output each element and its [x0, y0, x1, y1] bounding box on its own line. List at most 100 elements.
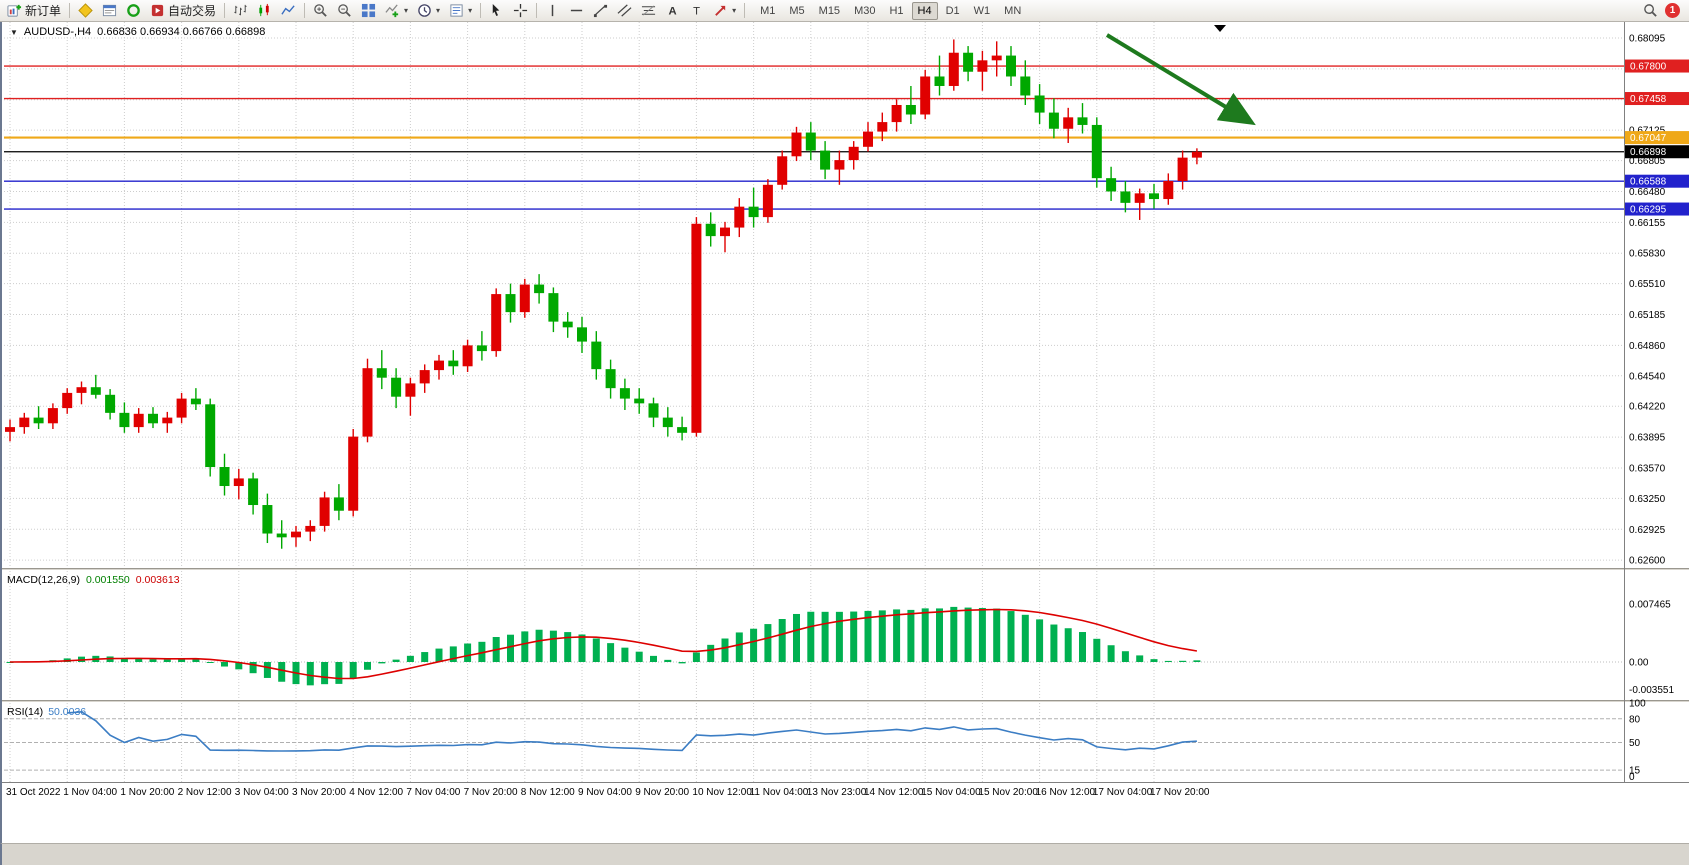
zoom-out-button[interactable]	[333, 1, 356, 21]
time-axis-label: 8 Nov 12:00	[521, 787, 575, 798]
panel-splitter[interactable]	[2, 568, 1689, 571]
price-axis-label: 0.62925	[1629, 525, 1666, 536]
macd-histogram-bar	[478, 641, 486, 662]
time-axis-label: 13 Nov 23:00	[807, 787, 867, 798]
tile-windows-icon	[361, 3, 376, 18]
timeframe-m1-button[interactable]: M1	[754, 2, 781, 20]
macd-histogram-bar	[249, 662, 257, 674]
zoom-in-button[interactable]	[309, 1, 332, 21]
crosshair-icon	[514, 3, 528, 18]
line-chart-button[interactable]	[277, 1, 300, 21]
timeframe-m15-button[interactable]: M15	[813, 2, 846, 20]
text-tool-button[interactable]: A	[661, 1, 684, 21]
trend-arrow-annotation[interactable]	[1105, 33, 1256, 126]
label-icon: T	[693, 5, 700, 17]
search-button[interactable]	[1639, 1, 1662, 21]
macd-histogram-bar	[835, 611, 843, 662]
macd-histogram-bar	[735, 632, 743, 662]
price-axis[interactable]: 0.680950.677700.671250.668050.664800.661…	[1624, 22, 1689, 783]
candlesticks[interactable]	[5, 39, 1202, 549]
macd-histogram-bar	[678, 662, 686, 664]
timeframe-mn-button[interactable]: MN	[998, 2, 1027, 20]
status-bar	[0, 843, 1689, 865]
macd-histogram-bar	[807, 611, 815, 662]
chart-shift-marker[interactable]	[1214, 25, 1226, 32]
new-order-button[interactable]: 新订单	[3, 1, 65, 21]
annotations[interactable]	[1105, 25, 1256, 126]
rsi-axis-label: 15	[1629, 766, 1641, 777]
rsi-line	[67, 710, 1197, 752]
channel-icon	[617, 4, 632, 17]
templates-button[interactable]: ▾	[445, 1, 476, 21]
terminal-button[interactable]	[98, 1, 121, 21]
macd-signal-line	[9, 608, 1198, 680]
macd-histogram-bar	[221, 662, 228, 667]
notification-badge[interactable]: 1	[1665, 3, 1680, 18]
price-axis-label: 0.65830	[1629, 249, 1666, 260]
price-axis-label: 0.68095	[1629, 34, 1666, 45]
bar-chart-button[interactable]	[229, 1, 252, 21]
fibonacci-tool-button[interactable]	[637, 1, 660, 21]
timeframe-m30-button[interactable]: M30	[848, 2, 881, 20]
macd-axis-label: 0.00	[1629, 658, 1649, 669]
candlestick-chart-button[interactable]	[253, 1, 276, 21]
time-axis-label: 7 Nov 04:00	[406, 787, 460, 798]
chart-canvas[interactable]: 0.680950.677700.671250.668050.664800.661…	[2, 22, 1689, 843]
trendline-tool-button[interactable]	[589, 1, 612, 21]
panel-splitters[interactable]	[2, 568, 1689, 703]
macd-histogram-bar	[793, 613, 800, 662]
label-tool-button[interactable]: T	[685, 1, 708, 21]
timeframe-h4-button[interactable]: H4	[911, 1, 938, 20]
time-axis-label: 2 Nov 12:00	[178, 787, 232, 798]
strategy-tester-icon	[127, 4, 140, 17]
macd-histogram-bar	[1036, 619, 1044, 662]
periods-button[interactable]: ▾	[413, 1, 444, 21]
macd-histogram-bar	[893, 609, 901, 662]
time-axis-label: 10 Nov 12:00	[692, 787, 752, 798]
macd-histogram-bar	[6, 662, 14, 663]
macd-histogram-bar	[950, 606, 958, 662]
metaeditor-button[interactable]	[74, 1, 97, 21]
horizontal-line-tool-button[interactable]	[565, 1, 588, 21]
macd-histogram-bar	[1021, 614, 1029, 662]
macd-histogram-bar	[1079, 632, 1086, 662]
chart-window: 0.680950.677700.671250.668050.664800.661…	[0, 22, 1689, 843]
svg-text:A: A	[669, 5, 677, 17]
macd-histogram-bar	[1179, 660, 1187, 662]
macd-histogram-bar	[1007, 611, 1015, 662]
macd-histogram-bar	[821, 611, 829, 662]
macd-histogram-bar	[163, 659, 171, 662]
vertical-line-tool-button[interactable]	[541, 1, 564, 21]
channel-tool-button[interactable]	[613, 1, 636, 21]
tile-windows-button[interactable]	[357, 1, 380, 21]
time-axis-label: 3 Nov 04:00	[235, 787, 289, 798]
bar-chart-icon	[234, 4, 247, 16]
macd-histogram-bar	[864, 610, 872, 662]
timeframe-w1-button[interactable]: W1	[968, 2, 997, 20]
price-badge-0.66898	[1625, 145, 1689, 159]
collapse-icon[interactable]: ▼	[10, 27, 18, 37]
time-axis[interactable]: 31 Oct 2022 1 Nov 04:00 1 Nov 20:00 2 Nov 1…	[2, 782, 1689, 799]
macd-histogram-bar	[635, 651, 643, 662]
candlestick-chart-icon	[259, 3, 269, 17]
top-toolbar: 新订单 自动交易 ▾ ▾ ▾	[0, 0, 1689, 22]
arrows-tool-button[interactable]: ▾	[709, 1, 740, 21]
trendline-icon	[594, 4, 608, 18]
macd-histogram-bar	[1093, 638, 1101, 662]
timeframe-d1-button[interactable]: D1	[940, 2, 966, 20]
timeframe-m5-button[interactable]: M5	[783, 2, 810, 20]
macd-histogram-bar	[1164, 660, 1172, 662]
svg-text:T: T	[693, 5, 700, 17]
time-axis-label: 1 Nov 20:00	[120, 787, 174, 798]
horizontal-line-icon	[570, 9, 583, 12]
auto-trading-button[interactable]: 自动交易	[146, 1, 220, 21]
indicators-button[interactable]: ▾	[381, 1, 412, 21]
dropdown-caret: ▾	[404, 6, 409, 15]
price-axis-label: 0.63570	[1629, 463, 1666, 474]
crosshair-button[interactable]	[509, 1, 532, 21]
macd-panel	[6, 606, 1201, 686]
timeframe-h1-button[interactable]: H1	[883, 2, 909, 20]
strategy-tester-button[interactable]	[122, 1, 145, 21]
panel-splitter[interactable]	[2, 700, 1689, 703]
cursor-button[interactable]	[485, 1, 508, 21]
